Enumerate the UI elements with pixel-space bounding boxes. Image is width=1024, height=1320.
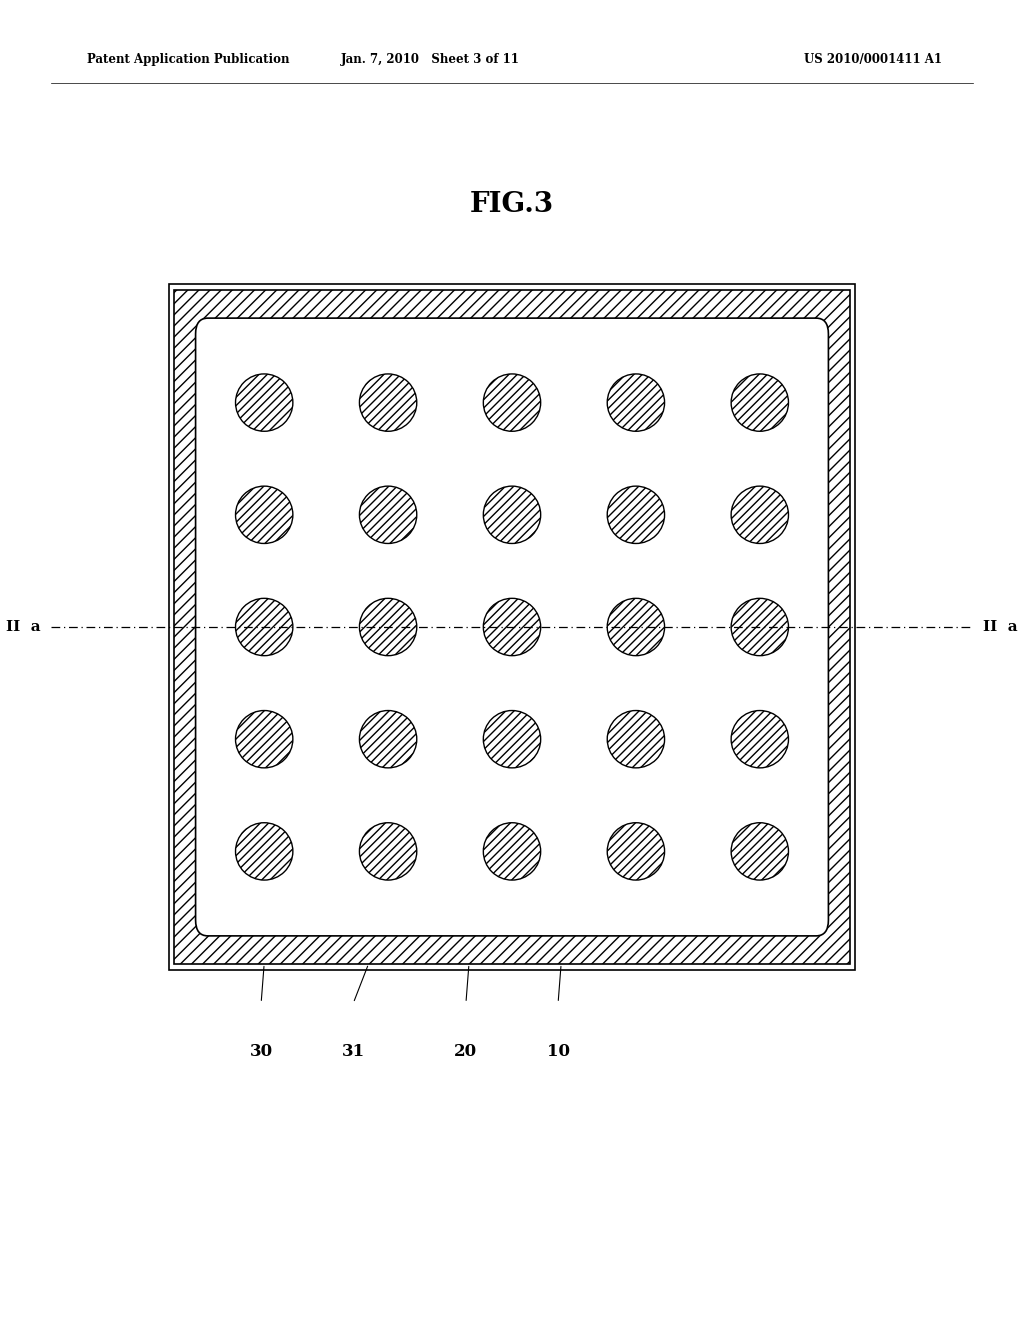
Ellipse shape [236,710,293,768]
Bar [169,284,855,970]
Ellipse shape [607,486,665,544]
Ellipse shape [731,598,788,656]
Ellipse shape [236,486,293,544]
Text: II  a: II a [6,620,41,634]
Ellipse shape [359,710,417,768]
Ellipse shape [731,374,788,432]
Bar [174,290,850,964]
Ellipse shape [731,710,788,768]
Ellipse shape [483,710,541,768]
Ellipse shape [483,822,541,880]
Ellipse shape [483,598,541,656]
Text: Jan. 7, 2010   Sheet 3 of 11: Jan. 7, 2010 Sheet 3 of 11 [341,53,519,66]
Ellipse shape [236,598,293,656]
Text: Patent Application Publication: Patent Application Publication [87,53,290,66]
Ellipse shape [607,710,665,768]
Text: 30: 30 [250,1043,272,1060]
Text: US 2010/0001411 A1: US 2010/0001411 A1 [804,53,942,66]
Ellipse shape [359,374,417,432]
Text: 10: 10 [547,1043,569,1060]
Ellipse shape [607,374,665,432]
Ellipse shape [236,374,293,432]
Ellipse shape [359,598,417,656]
Ellipse shape [483,486,541,544]
Ellipse shape [731,486,788,544]
Ellipse shape [483,374,541,432]
Ellipse shape [236,822,293,880]
Text: II  a: II a [983,620,1018,634]
FancyBboxPatch shape [196,318,828,936]
Text: 31: 31 [342,1043,365,1060]
Ellipse shape [607,598,665,656]
Ellipse shape [607,822,665,880]
Text: FIG.3: FIG.3 [470,191,554,218]
Text: 20: 20 [455,1043,477,1060]
Ellipse shape [731,822,788,880]
Ellipse shape [359,822,417,880]
Ellipse shape [359,486,417,544]
